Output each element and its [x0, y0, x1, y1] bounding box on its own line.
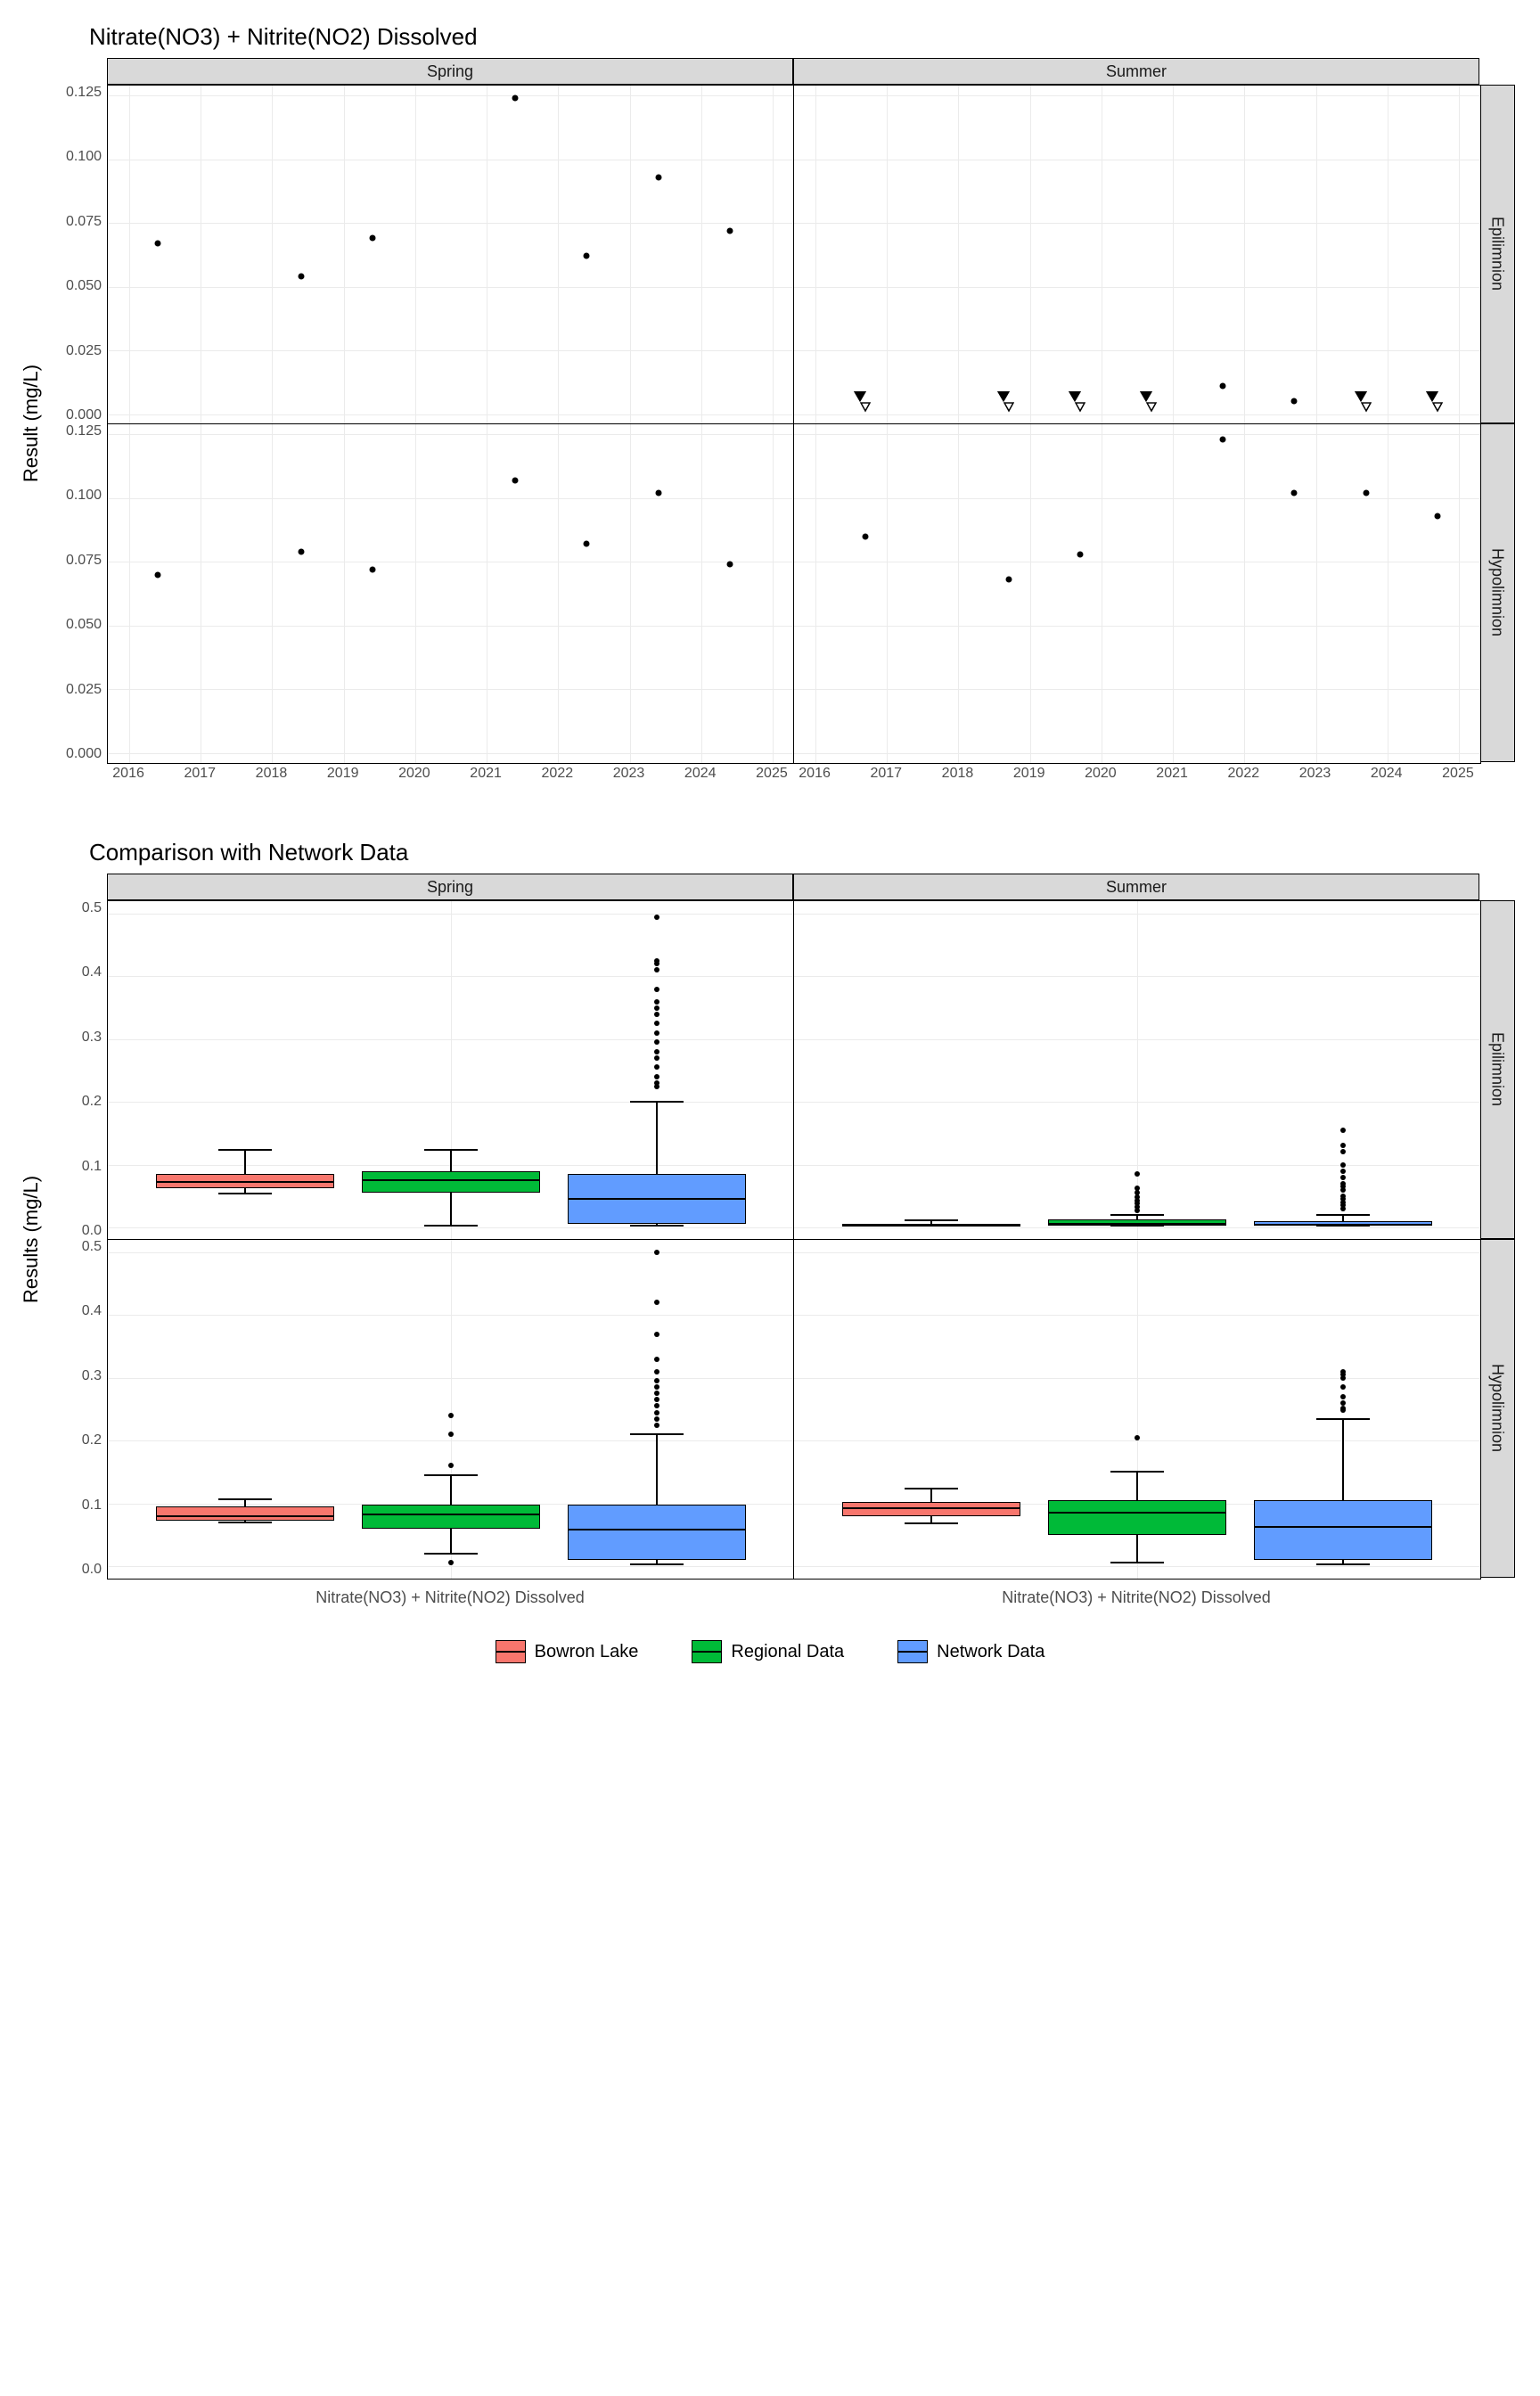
col-strip: Summer: [793, 874, 1479, 900]
boxplot-panel: [793, 1239, 1481, 1580]
scatter-panel: [793, 85, 1481, 425]
box: [362, 1505, 540, 1529]
row-strip: Hypolimnion: [1479, 1239, 1515, 1578]
boxplot-panel: [793, 900, 1481, 1241]
box: [362, 1171, 540, 1194]
scatter-panel: [107, 423, 795, 764]
x-category-label: Nitrate(NO3) + Nitrite(NO2) Dissolved: [107, 1578, 793, 1613]
y-ticks: 0.1250.1000.0750.0500.0250.000: [45, 85, 107, 423]
y-ticks: 0.50.40.30.20.10.0: [45, 1239, 107, 1578]
x-category-label: Nitrate(NO3) + Nitrite(NO2) Dissolved: [793, 1578, 1479, 1613]
top-chart-title: Nitrate(NO3) + Nitrite(NO2) Dissolved: [89, 23, 1522, 51]
box: [1254, 1500, 1432, 1560]
bottom-chart-facet-grid: SpringSummer Results (mg/L)0.50.40.30.20.…: [18, 874, 1522, 1613]
figure-container: Nitrate(NO3) + Nitrite(NO2) Dissolved Sp…: [18, 23, 1522, 1663]
scatter-panel: [107, 85, 795, 425]
row-strip: Epilimnion: [1479, 85, 1515, 423]
legend-key: [897, 1640, 928, 1663]
boxplot-panel: [107, 1239, 795, 1580]
legend-label: Bowron Lake: [535, 1642, 639, 1662]
x-ticks: 2016201720182019202020212022202320242025: [107, 762, 793, 792]
row-strip: Epilimnion: [1479, 900, 1515, 1239]
top-chart-facet-grid: SpringSummer Result (mg/L)0.1250.1000.075…: [18, 58, 1522, 789]
col-strip: Summer: [793, 58, 1479, 85]
row-strip: Hypolimnion: [1479, 423, 1515, 762]
x-ticks: 2016201720182019202020212022202320242025: [793, 762, 1479, 792]
y-axis-label: Results (mg/L): [18, 900, 45, 1578]
y-ticks: 0.50.40.30.20.10.0: [45, 900, 107, 1239]
legend-item: Network Data: [897, 1640, 1044, 1663]
bottom-chart-title: Comparison with Network Data: [89, 839, 1522, 866]
y-ticks: 0.1250.1000.0750.0500.0250.000: [45, 423, 107, 762]
legend-label: Network Data: [937, 1642, 1044, 1662]
legend-key: [692, 1640, 722, 1663]
col-strip: Spring: [107, 58, 793, 85]
col-strip: Spring: [107, 874, 793, 900]
legend-item: Regional Data: [692, 1640, 844, 1663]
boxplot-panel: [107, 900, 795, 1241]
legend: Bowron Lake Regional Data Network Data: [18, 1640, 1522, 1663]
legend-item: Bowron Lake: [496, 1640, 639, 1663]
box: [156, 1506, 334, 1520]
box: [1048, 1500, 1226, 1535]
box: [568, 1505, 746, 1560]
legend-key: [496, 1640, 526, 1663]
y-axis-label: Result (mg/L): [18, 85, 45, 762]
scatter-panel: [793, 423, 1481, 764]
legend-label: Regional Data: [731, 1642, 844, 1662]
